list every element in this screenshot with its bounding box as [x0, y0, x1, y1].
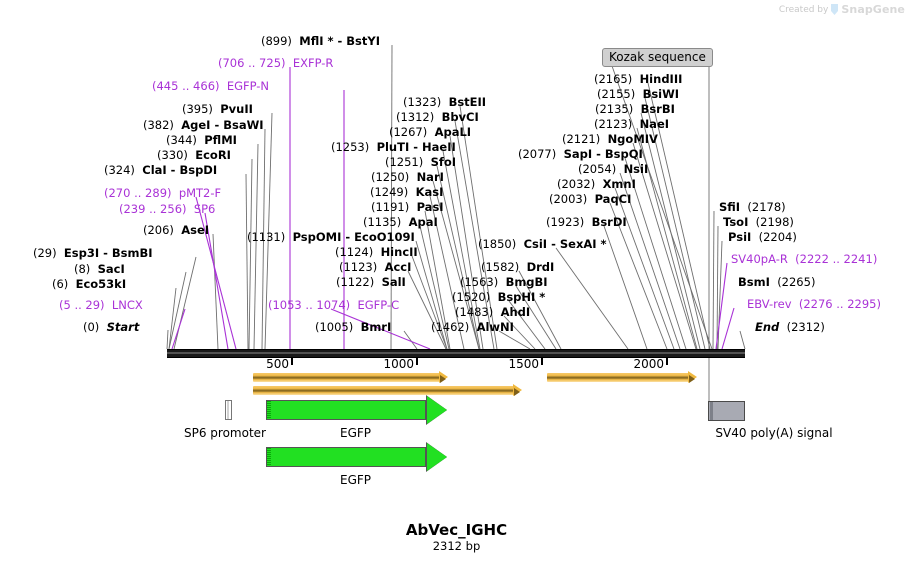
primer-arrow-shaft — [253, 386, 514, 395]
primer-arrow-3[interactable] — [546, 371, 697, 383]
enzyme-label-agei-bsawi[interactable]: (382) AgeI - BsaWI — [143, 118, 264, 132]
primer-label-ebv-rev[interactable]: EBV-rev (2276 .. 2295) — [747, 297, 881, 311]
feature-sv40-polya-box[interactable] — [708, 401, 745, 421]
primer-arrow-head-inner — [689, 374, 695, 383]
enzyme-label-bsrbi[interactable]: (2135) BsrBI — [595, 102, 675, 116]
enzyme-label-ahdi[interactable]: (1483) AhdI — [455, 305, 531, 319]
enzyme-label-hindiii[interactable]: (2165) HindIII — [594, 72, 683, 86]
primer-label-lncx[interactable]: (5 .. 29) LNCX — [59, 298, 143, 312]
enzyme-label-bsmi[interactable]: BsmI (2265) — [738, 275, 816, 289]
feature-label-sp6-promoter: SP6 promoter — [184, 426, 266, 440]
enzyme-label-nsii[interactable]: (2054) NsiI — [578, 162, 649, 176]
primer-label-pmt2-f[interactable]: (270 .. 289) pMT2-F — [104, 186, 222, 200]
enzyme-label-kasi[interactable]: (1249) KasI — [370, 185, 444, 199]
enzyme-label-pvuii[interactable]: (395) PvuII — [182, 102, 253, 116]
feature-arrow-body — [266, 447, 426, 467]
primer-label-sv40pa-r[interactable]: SV40pA-R (2222 .. 2241) — [731, 252, 878, 266]
enzyme-label-apali[interactable]: (1267) ApaLI — [389, 125, 472, 139]
enzyme-label-pluti-haeii[interactable]: (1253) PluTI - HaeII — [331, 140, 456, 154]
ruler-tick-label-1500: 1500 — [508, 357, 539, 371]
ruler-tick-label-2000: 2000 — [633, 357, 664, 371]
feature-egfp-arrow[interactable] — [266, 394, 447, 425]
enzyme-label-bmri[interactable]: (1005) BmrI — [315, 320, 392, 334]
enzyme-label-apai[interactable]: (1135) ApaI — [363, 215, 438, 229]
primer-arrow-1[interactable] — [253, 371, 449, 383]
enzyme-label-alwni[interactable]: (1462) AlwNI — [431, 320, 514, 334]
enzyme-label-bbvci[interactable]: (1312) BbvCI — [396, 110, 479, 124]
enzyme-label-clai-bspdi[interactable]: (324) ClaI - BspDI — [104, 163, 218, 177]
enzyme-label-bsiwi[interactable]: (2155) BsiWI — [597, 87, 680, 101]
primer-arrow-shaft — [253, 373, 441, 382]
enzyme-label-sapi-bspqi[interactable]: (2077) SapI - BspQI — [518, 147, 643, 161]
plasmid-size: 2312 bp — [432, 539, 481, 553]
primer-arrow-2[interactable] — [253, 384, 522, 396]
snapgene-logo-icon — [831, 4, 839, 15]
enzyme-label-bsrdi[interactable]: (1923) BsrDI — [546, 215, 627, 229]
primer-label-egfp-n[interactable]: (445 .. 466) EGFP-N — [152, 79, 270, 93]
enzyme-label-naei[interactable]: (2123) NaeI — [594, 117, 670, 131]
feature-arrow-start-hatch — [267, 401, 271, 419]
enzyme-label-pasi[interactable]: (1191) PasI — [371, 200, 444, 214]
ruler-tick-500 — [291, 357, 293, 365]
enzyme-label-esp3i-bsmbi[interactable]: (29) Esp3I - BsmBI — [33, 246, 153, 260]
feature-box-edge — [710, 402, 713, 420]
enzyme-label-xmni[interactable]: (2032) XmnI — [557, 177, 636, 191]
primer-arrow-head-inner — [514, 387, 520, 396]
enzyme-label-pflmi[interactable]: (344) PflMI — [166, 133, 237, 147]
enzyme-label-paqci[interactable]: (2003) PaqCI — [549, 192, 632, 206]
primer-label-egfp-c[interactable]: (1053 .. 1074) EGFP-C — [268, 298, 400, 312]
enzyme-label-sfoi[interactable]: (1251) SfoI — [385, 155, 457, 169]
ruler-tick-label-1000: 1000 — [383, 357, 414, 371]
feature-arrow-start-hatch — [267, 448, 271, 466]
feature-label-sv40-poly-a-signal: SV40 poly(A) signal — [715, 426, 833, 440]
feature-box-edge — [227, 401, 229, 419]
enzyme-label-psii[interactable]: PsiI (2204) — [728, 230, 797, 244]
enzyme-label-end[interactable]: End (2312) — [755, 320, 825, 334]
enzyme-label-ecori[interactable]: (330) EcoRI — [157, 148, 231, 162]
enzyme-label-pspomi-ecoo109i[interactable]: (1131) PspOMI - EcoO109I — [247, 230, 415, 244]
plasmid-title: AbVec_IGHC — [405, 521, 508, 539]
enzyme-label-drdi[interactable]: (1582) DrdI — [481, 260, 555, 274]
watermark-brand: SnapGene — [841, 3, 905, 16]
snapgene-watermark: Created by SnapGene — [779, 3, 905, 16]
enzyme-label-eco53ki[interactable]: (6) Eco53kI — [52, 277, 127, 291]
enzyme-label-nari[interactable]: (1250) NarI — [371, 170, 444, 184]
sequence-backbone[interactable] — [167, 349, 745, 358]
primer-arrow-shaft — [546, 373, 689, 382]
feature-egfp-arrow[interactable] — [266, 441, 447, 472]
ruler-tick-label-500: 500 — [266, 357, 289, 371]
enzyme-label-acci[interactable]: (1123) AccI — [339, 260, 412, 274]
enzyme-label-csii-sexai[interactable]: (1850) CsiI - SexAI * — [478, 237, 607, 251]
primer-arrow-head-inner — [440, 374, 447, 383]
ruler-tick-1000 — [416, 357, 418, 365]
feature-label-egfp: EGFP — [339, 426, 372, 440]
feature-arrow-tip — [427, 395, 447, 424]
feature-label-egfp: EGFP — [339, 473, 372, 487]
enzyme-label-ngomiv[interactable]: (2121) NgoMIV — [562, 132, 658, 146]
enzyme-label-bmgbi[interactable]: (1563) BmgBI — [460, 275, 548, 289]
watermark-prefix: Created by — [778, 4, 829, 15]
enzyme-label-mfli-bstyi[interactable]: (899) MflI * - BstYI — [261, 34, 381, 48]
ruler-tick-1500 — [541, 357, 543, 365]
enzyme-label-tsoi[interactable]: TsoI (2198) — [723, 215, 794, 229]
primer-label-exfp-r[interactable]: (706 .. 725) EXFP-R — [218, 56, 334, 70]
enzyme-label-hincii[interactable]: (1124) HincII — [335, 245, 418, 259]
ruler-tick-2000 — [666, 357, 668, 365]
enzyme-label-asei[interactable]: (206) AseI — [143, 223, 210, 237]
feature-sp6-promoter-box[interactable] — [225, 400, 232, 420]
kozak-sequence-badge[interactable]: Kozak sequence — [602, 48, 713, 67]
backbone-highlight — [167, 352, 745, 354]
enzyme-label-start[interactable]: (0) Start — [83, 320, 140, 334]
enzyme-label-bsteii[interactable]: (1323) BstEII — [403, 95, 487, 109]
feature-arrow-body — [266, 400, 426, 420]
enzyme-label-bsphi[interactable]: (1520) BspHI * — [452, 290, 546, 304]
enzyme-label-sfii[interactable]: SfiI (2178) — [719, 200, 786, 214]
enzyme-label-saci[interactable]: (8) SacI — [74, 262, 125, 276]
enzyme-label-sali[interactable]: (1122) SalI — [336, 275, 406, 289]
primer-label-sp6[interactable]: (239 .. 256) SP6 — [119, 202, 216, 216]
feature-arrow-tip — [427, 442, 447, 471]
